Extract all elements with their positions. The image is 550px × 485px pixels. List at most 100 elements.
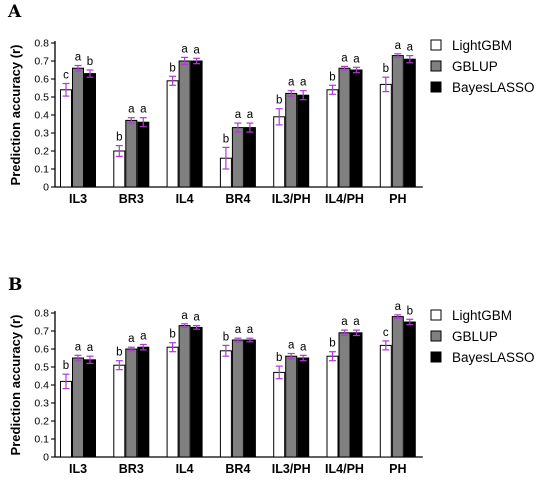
y-tick-label: 0	[43, 182, 49, 194]
bar	[273, 371, 286, 458]
category-label: IL4/PH	[325, 192, 364, 206]
panel-label: B	[8, 275, 22, 295]
bar	[166, 80, 179, 188]
category-label: BR4	[225, 462, 250, 476]
significance-label: a	[235, 324, 242, 336]
significance-label: a	[235, 109, 242, 121]
category-label: PH	[389, 192, 406, 206]
bar	[326, 89, 339, 188]
bar	[403, 58, 416, 188]
significance-label: b	[116, 132, 122, 144]
bar	[403, 321, 416, 458]
bar	[125, 119, 138, 188]
y-tick-label: 0.5	[34, 362, 49, 374]
significance-label: a	[247, 324, 254, 336]
legend-label: GBLUP	[452, 59, 498, 74]
bar	[190, 326, 203, 458]
significance-label: a	[140, 331, 147, 343]
y-tick-label: 0.4	[34, 380, 49, 392]
significance-label: a	[247, 109, 254, 121]
significance-label: a	[181, 43, 188, 55]
y-tick-label: 0.1	[34, 164, 49, 176]
significance-label: a	[300, 77, 307, 89]
significance-label: a	[341, 52, 348, 64]
bar	[379, 344, 392, 458]
bar	[125, 348, 138, 458]
chart-panel-a: A Prediction accuracy (r) 0 0.1 0.2 0.3 0.4 0.5…	[7, 2, 535, 206]
bar	[72, 357, 84, 458]
y-tick-label: 0.7	[34, 56, 49, 68]
bar	[297, 357, 310, 458]
bar	[72, 67, 84, 188]
significance-label: b	[223, 133, 229, 145]
category-label: IL4/PH	[325, 462, 364, 476]
legend-swatch	[430, 351, 442, 363]
bar	[84, 73, 96, 188]
significance-label: a	[407, 42, 414, 54]
bar	[379, 83, 392, 188]
y-tick-label: 0.3	[34, 398, 49, 410]
significance-label: b	[87, 56, 93, 68]
bar	[350, 332, 363, 458]
significance-label: b	[116, 347, 122, 359]
category-label: IL3/PH	[272, 192, 311, 206]
legend-swatch	[430, 39, 442, 51]
y-tick-label: 0.8	[34, 308, 49, 320]
significance-label: a	[193, 312, 200, 324]
significance-label: b	[169, 62, 175, 74]
significance-label: a	[128, 104, 135, 116]
significance-label: b	[276, 352, 282, 364]
significance-label: b	[329, 71, 335, 83]
significance-label: a	[75, 52, 82, 64]
significance-label: a	[128, 333, 135, 345]
panel-label: A	[7, 2, 22, 22]
category-label: BR3	[119, 192, 144, 206]
bar	[350, 69, 363, 188]
bar	[243, 339, 256, 458]
bar	[285, 355, 298, 458]
legend-label: LightGBM	[452, 308, 512, 323]
significance-label: c	[383, 327, 389, 339]
y-tick-label: 0.6	[34, 74, 49, 86]
significance-label: b	[63, 360, 69, 372]
significance-label: a	[395, 40, 402, 52]
bar	[178, 60, 191, 188]
significance-label: a	[353, 53, 360, 65]
y-tick-label: 0	[43, 452, 49, 464]
bar	[166, 346, 179, 458]
category-label: IL3	[69, 462, 87, 476]
y-tick-label: 0.5	[34, 92, 49, 104]
bar	[273, 116, 286, 188]
significance-label: a	[181, 310, 188, 322]
legend-label: BayesLASSO	[452, 350, 535, 365]
y-axis-label: Prediction accuracy (r)	[8, 45, 23, 186]
legend-swatch	[430, 60, 442, 72]
bar	[285, 92, 298, 188]
legend-label: LightGBM	[452, 38, 512, 53]
category-label: PH	[389, 462, 406, 476]
bar	[297, 94, 310, 188]
y-tick-label: 0.7	[34, 326, 49, 338]
chart-panel-b: B Prediction accuracy (r) 0 0.1 0.2 0.3 0.4 0.5…	[8, 275, 535, 476]
significance-label: b	[223, 331, 229, 343]
bar	[243, 127, 256, 188]
bar	[113, 364, 126, 458]
y-tick-label: 0.6	[34, 344, 49, 356]
bar	[60, 89, 72, 188]
y-tick-label: 0.2	[34, 416, 49, 428]
significance-label: a	[353, 316, 360, 328]
y-tick-label: 0.4	[34, 110, 49, 122]
bar	[178, 325, 191, 458]
legend-swatch	[430, 309, 442, 321]
category-label: IL4	[176, 192, 194, 206]
significance-label: a	[140, 104, 147, 116]
significance-label: c	[63, 70, 69, 82]
significance-label: a	[87, 342, 94, 354]
legend-swatch	[430, 81, 442, 93]
bar	[137, 121, 150, 188]
category-label: BR4	[225, 192, 250, 206]
legend-swatch	[430, 330, 442, 342]
category-label: IL3	[69, 192, 87, 206]
significance-label: a	[395, 301, 402, 313]
